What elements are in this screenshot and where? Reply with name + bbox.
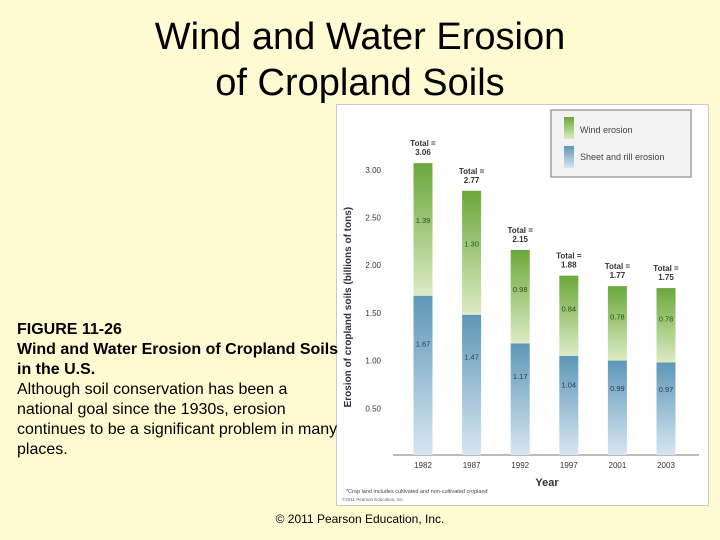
- figure-label: FIGURE 11-26: [17, 321, 122, 338]
- x-axis-label: Year: [535, 477, 559, 489]
- y-axis-label: Erosion of cropland soils (billions of t…: [343, 207, 354, 408]
- y-tick-label: 3.00: [365, 166, 381, 175]
- legend-box: [550, 109, 692, 178]
- x-tick-label: 1982: [414, 461, 432, 470]
- slide-title-line-1: Wind and Water Erosion: [154, 16, 566, 58]
- chart-footnote: *Crop land includes cultivated and non-c…: [346, 489, 488, 495]
- total-label-1997: Total = 1.88: [556, 252, 582, 270]
- data-label-wind: 1.30: [464, 240, 479, 249]
- data-label-wind: 0.78: [659, 315, 674, 324]
- figure-title: Wind and Water Erosion of Cropland Soils…: [17, 341, 339, 378]
- bar-wind-1982: [413, 163, 433, 296]
- x-tick-label: 2001: [609, 461, 627, 470]
- data-label-sheet-and-rill: 0.97: [659, 385, 674, 394]
- data-label-sheet-and-rill: 1.04: [561, 381, 576, 390]
- total-label-line-1: Total =: [556, 252, 582, 261]
- chart-credit: ©2011 Pearson Education, Inc.: [342, 496, 404, 502]
- legend-label-wind: Wind erosion: [580, 125, 633, 135]
- bar-wind-2001: [607, 286, 627, 361]
- total-label-line-2: 3.06: [415, 148, 431, 157]
- total-label-line-1: Total =: [410, 139, 436, 148]
- figure-description: Although soil conservation has been a na…: [17, 381, 338, 458]
- slide-title: Wind and Water Erosion of Cropland Soils: [110, 14, 610, 106]
- copyright-footer: © 2011 Pearson Education, Inc.: [275, 512, 445, 526]
- x-tick-label: 1992: [511, 461, 529, 470]
- data-label-sheet-and-rill: 1.17: [513, 372, 528, 381]
- y-tick-label: 2.00: [365, 261, 381, 270]
- bar-sheet-and-rill-2003: [656, 362, 676, 455]
- total-label-line-1: Total =: [459, 167, 485, 176]
- legend-label-sheet-and-rill: Sheet and rill erosion: [580, 152, 665, 162]
- data-label-sheet-and-rill: 1.67: [416, 340, 431, 349]
- bar-wind-1992: [510, 249, 530, 344]
- legend-swatch-wind: [564, 117, 574, 139]
- legend-swatch-sheet-and-rill: [564, 146, 574, 168]
- total-label-line-1: Total =: [653, 264, 679, 273]
- total-label-line-2: 2.15: [512, 235, 528, 244]
- y-tick-label: 2.50: [365, 214, 381, 223]
- x-tick-label: 1997: [560, 461, 578, 470]
- x-tick-label: 2003: [657, 461, 675, 470]
- total-label-line-2: 1.75: [658, 273, 674, 282]
- total-label-line-1: Total =: [507, 226, 533, 235]
- chart-panel: 0.50 1.00 1.50 2.00 2.50 3.00 Erosion of cropl…: [336, 104, 709, 506]
- total-label-line-1: Total =: [605, 262, 631, 271]
- bar-wind-1997: [559, 275, 579, 356]
- total-label-1987: Total = 2.77: [459, 167, 485, 185]
- data-label-sheet-and-rill: 1.47: [464, 353, 479, 362]
- bar-sheet-and-rill-1997: [559, 355, 579, 455]
- y-tick-label: 1.50: [365, 309, 381, 318]
- total-label-2003: Total = 1.75: [653, 264, 679, 282]
- data-label-wind: 0.98: [513, 285, 528, 294]
- x-tick-label: 1987: [463, 461, 481, 470]
- bar-sheet-and-rill-2001: [607, 360, 627, 455]
- bar-sheet-and-rill-1982: [413, 295, 433, 455]
- plot-area: 0.50 1.00 1.50 2.00 2.50 3.00 Erosion of cropl…: [342, 109, 699, 502]
- data-label-wind: 1.39: [416, 216, 431, 225]
- total-label-line-2: 2.77: [464, 176, 480, 185]
- total-label-2001: Total = 1.77: [605, 262, 631, 280]
- data-label-wind: 0.78: [610, 313, 625, 322]
- bar-wind-2003: [656, 288, 676, 363]
- data-label-wind: 0.84: [561, 305, 576, 314]
- bar-sheet-and-rill-1987: [462, 314, 482, 455]
- slide-title-line-2: of Cropland Soils: [215, 62, 505, 104]
- y-tick-label: 0.50: [365, 404, 381, 413]
- bar-wind-1987: [462, 190, 482, 315]
- data-label-sheet-and-rill: 0.99: [610, 384, 625, 393]
- total-label-line-2: 1.77: [610, 271, 626, 280]
- figure-caption: FIGURE 11-26 Wind and Water Erosion of C…: [17, 320, 342, 460]
- bar-sheet-and-rill-1992: [510, 343, 530, 455]
- total-label-line-2: 1.88: [561, 261, 577, 270]
- erosion-chart: 0.50 1.00 1.50 2.00 2.50 3.00 Erosion of cropl…: [342, 109, 699, 502]
- total-label-1982: Total = 3.06: [410, 139, 436, 157]
- y-tick-label: 1.00: [365, 357, 381, 366]
- total-label-1992: Total = 2.15: [507, 226, 533, 244]
